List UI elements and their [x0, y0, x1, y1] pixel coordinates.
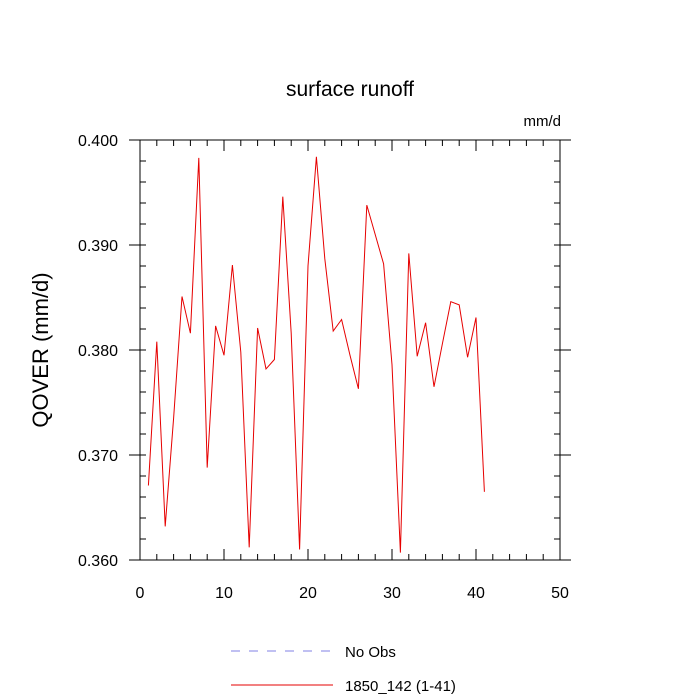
x-tick-label: 30 [383, 585, 401, 602]
y-tick-label: 0.380 [78, 343, 118, 360]
legend-label-no-obs: No Obs [345, 644, 396, 661]
legend-label-1850-142: 1850_142 (1-41) [345, 678, 456, 695]
units-label: mm/d [524, 113, 562, 130]
y-tick-label: 0.390 [78, 238, 118, 255]
plot-frame [139, 139, 561, 561]
x-tick-label: 40 [467, 585, 485, 602]
series-line-1850-142 [147, 156, 485, 553]
minor-ticks [139, 139, 561, 561]
y-tick-label: 0.360 [78, 553, 118, 570]
x-tick-label: 20 [299, 585, 317, 602]
y-axis: 0.360 0.370 0.380 0.390 0.400 [78, 133, 571, 570]
x-tick-label: 10 [215, 585, 233, 602]
x-tick-label: 50 [551, 585, 569, 602]
x-axis: 0 10 20 30 40 50 [136, 140, 569, 602]
series-layer [147, 156, 485, 553]
chart-title: surface runoff [286, 78, 414, 101]
x-tick-label: 0 [136, 585, 145, 602]
legend: No Obs 1850_142 (1-41) [231, 644, 456, 695]
y-tick-label: 0.400 [78, 133, 118, 150]
y-tick-label: 0.370 [78, 448, 118, 465]
y-axis-label: QOVER (mm/d) [28, 272, 53, 427]
